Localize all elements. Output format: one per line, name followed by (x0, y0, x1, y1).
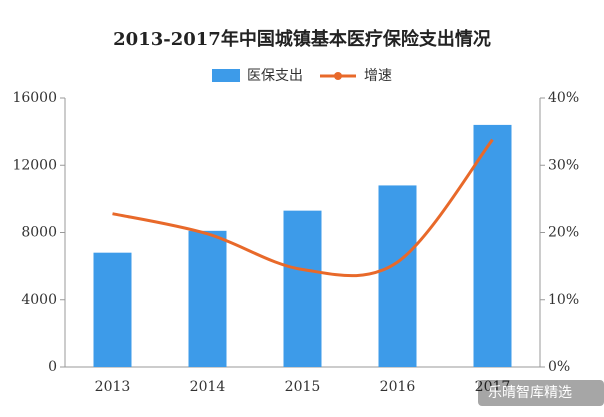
y2-tick-label: 30% (548, 157, 579, 173)
chart-title: 2013-2017年中国城镇基本医疗保险支出情况 (113, 28, 491, 50)
x-tick-label: 2016 (380, 379, 416, 395)
x-tick-label: 2015 (285, 379, 321, 395)
y-tick-label: 4000 (21, 292, 57, 308)
bar (473, 124, 512, 368)
y2-tick-label: 0% (548, 359, 570, 375)
watermark: 乐晴智库精选 (488, 385, 572, 401)
x-tick-label: 2014 (190, 379, 226, 395)
y-tick-label: 12000 (12, 157, 57, 173)
bar (378, 185, 417, 367)
y-tick-label: 0 (48, 359, 57, 375)
legend-label: 医保支出 (247, 68, 303, 84)
bar (283, 210, 322, 367)
x-tick-label: 2017 (475, 379, 511, 395)
bar (93, 252, 132, 367)
y2-tick-label: 40% (548, 90, 579, 106)
y-tick-label: 8000 (21, 225, 57, 241)
legend-swatch (334, 72, 342, 80)
y-tick-label: 16000 (12, 90, 57, 106)
line (112, 138, 494, 278)
watermark-bg (478, 380, 604, 406)
y2-tick-label: 10% (548, 292, 579, 308)
y2-tick-label: 20% (548, 225, 579, 241)
bar (188, 230, 227, 367)
legend-swatch (212, 69, 240, 82)
x-tick-label: 2013 (95, 379, 131, 395)
legend-label: 增速 (364, 68, 392, 84)
